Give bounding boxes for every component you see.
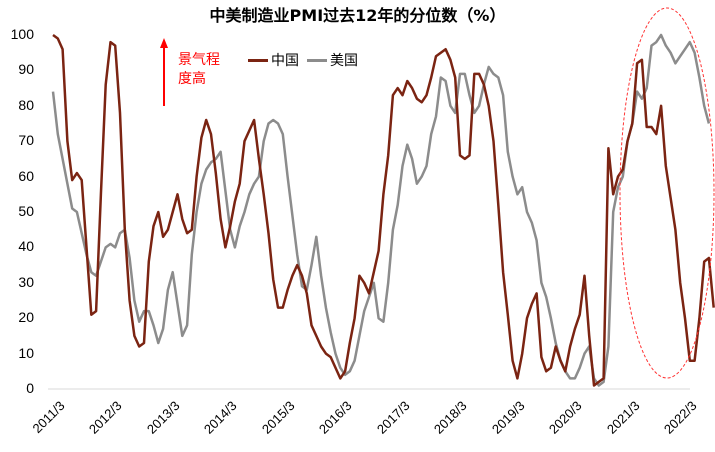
- legend-swatch-us: [307, 58, 327, 62]
- y-tick-label: 80: [18, 96, 34, 113]
- annotation-label: 景气程 度高: [178, 51, 220, 89]
- legend-item-us: 美国: [307, 50, 358, 70]
- up-arrow-icon: [160, 38, 168, 106]
- y-tick-label: 20: [18, 309, 34, 326]
- y-tick-label: 30: [18, 273, 34, 290]
- legend-label-us: 美国: [330, 53, 358, 69]
- y-tick-label: 60: [18, 167, 34, 184]
- y-tick-label: 100: [10, 26, 34, 42]
- chart-title: 中美制造业PMI过去12年的分位数（%）: [209, 6, 506, 25]
- annotation-line-2: 度高: [178, 71, 206, 87]
- y-tick-label: 50: [18, 203, 34, 219]
- y-tick-label: 70: [18, 132, 34, 149]
- y-tick-label: 0: [26, 380, 34, 396]
- legend-label-china: 中国: [271, 53, 299, 69]
- annotation-line-1: 景气程: [178, 52, 220, 68]
- y-tick-label: 10: [18, 344, 34, 361]
- series-line-china: [52, 33, 715, 387]
- series-line-us: [51, 33, 711, 387]
- legend-swatch-china: [248, 58, 268, 62]
- y-tick-label: 90: [18, 61, 34, 78]
- highlight-ellipse: [619, 7, 715, 379]
- y-tick-label: 40: [18, 238, 34, 255]
- legend: 中国 美国: [248, 50, 366, 70]
- legend-item-china: 中国: [248, 50, 299, 70]
